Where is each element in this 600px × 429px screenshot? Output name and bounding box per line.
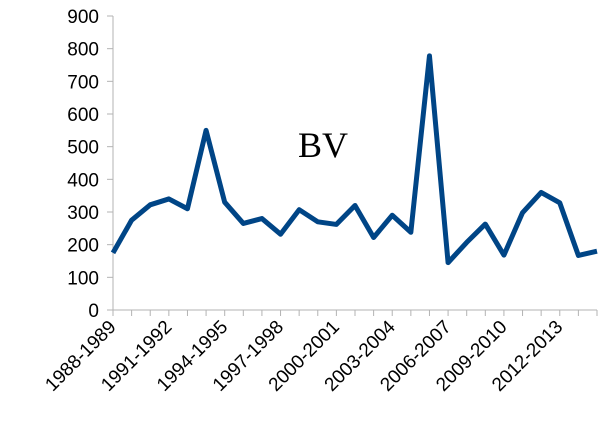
y-tick-label: 100 <box>67 268 99 289</box>
y-tick-label: 800 <box>67 40 99 61</box>
y-tick-label: 600 <box>67 105 99 126</box>
y-tick-label: 700 <box>67 72 99 93</box>
y-tick-label: 500 <box>67 138 99 159</box>
y-tick-label: 300 <box>67 203 99 224</box>
y-tick-label: 0 <box>88 301 99 322</box>
line <box>110 53 598 266</box>
chart-title: BV <box>298 125 348 165</box>
y-tick-label: 200 <box>67 236 99 257</box>
y-tick-label: 400 <box>67 170 99 191</box>
y-tick-label: 900 <box>67 7 99 28</box>
